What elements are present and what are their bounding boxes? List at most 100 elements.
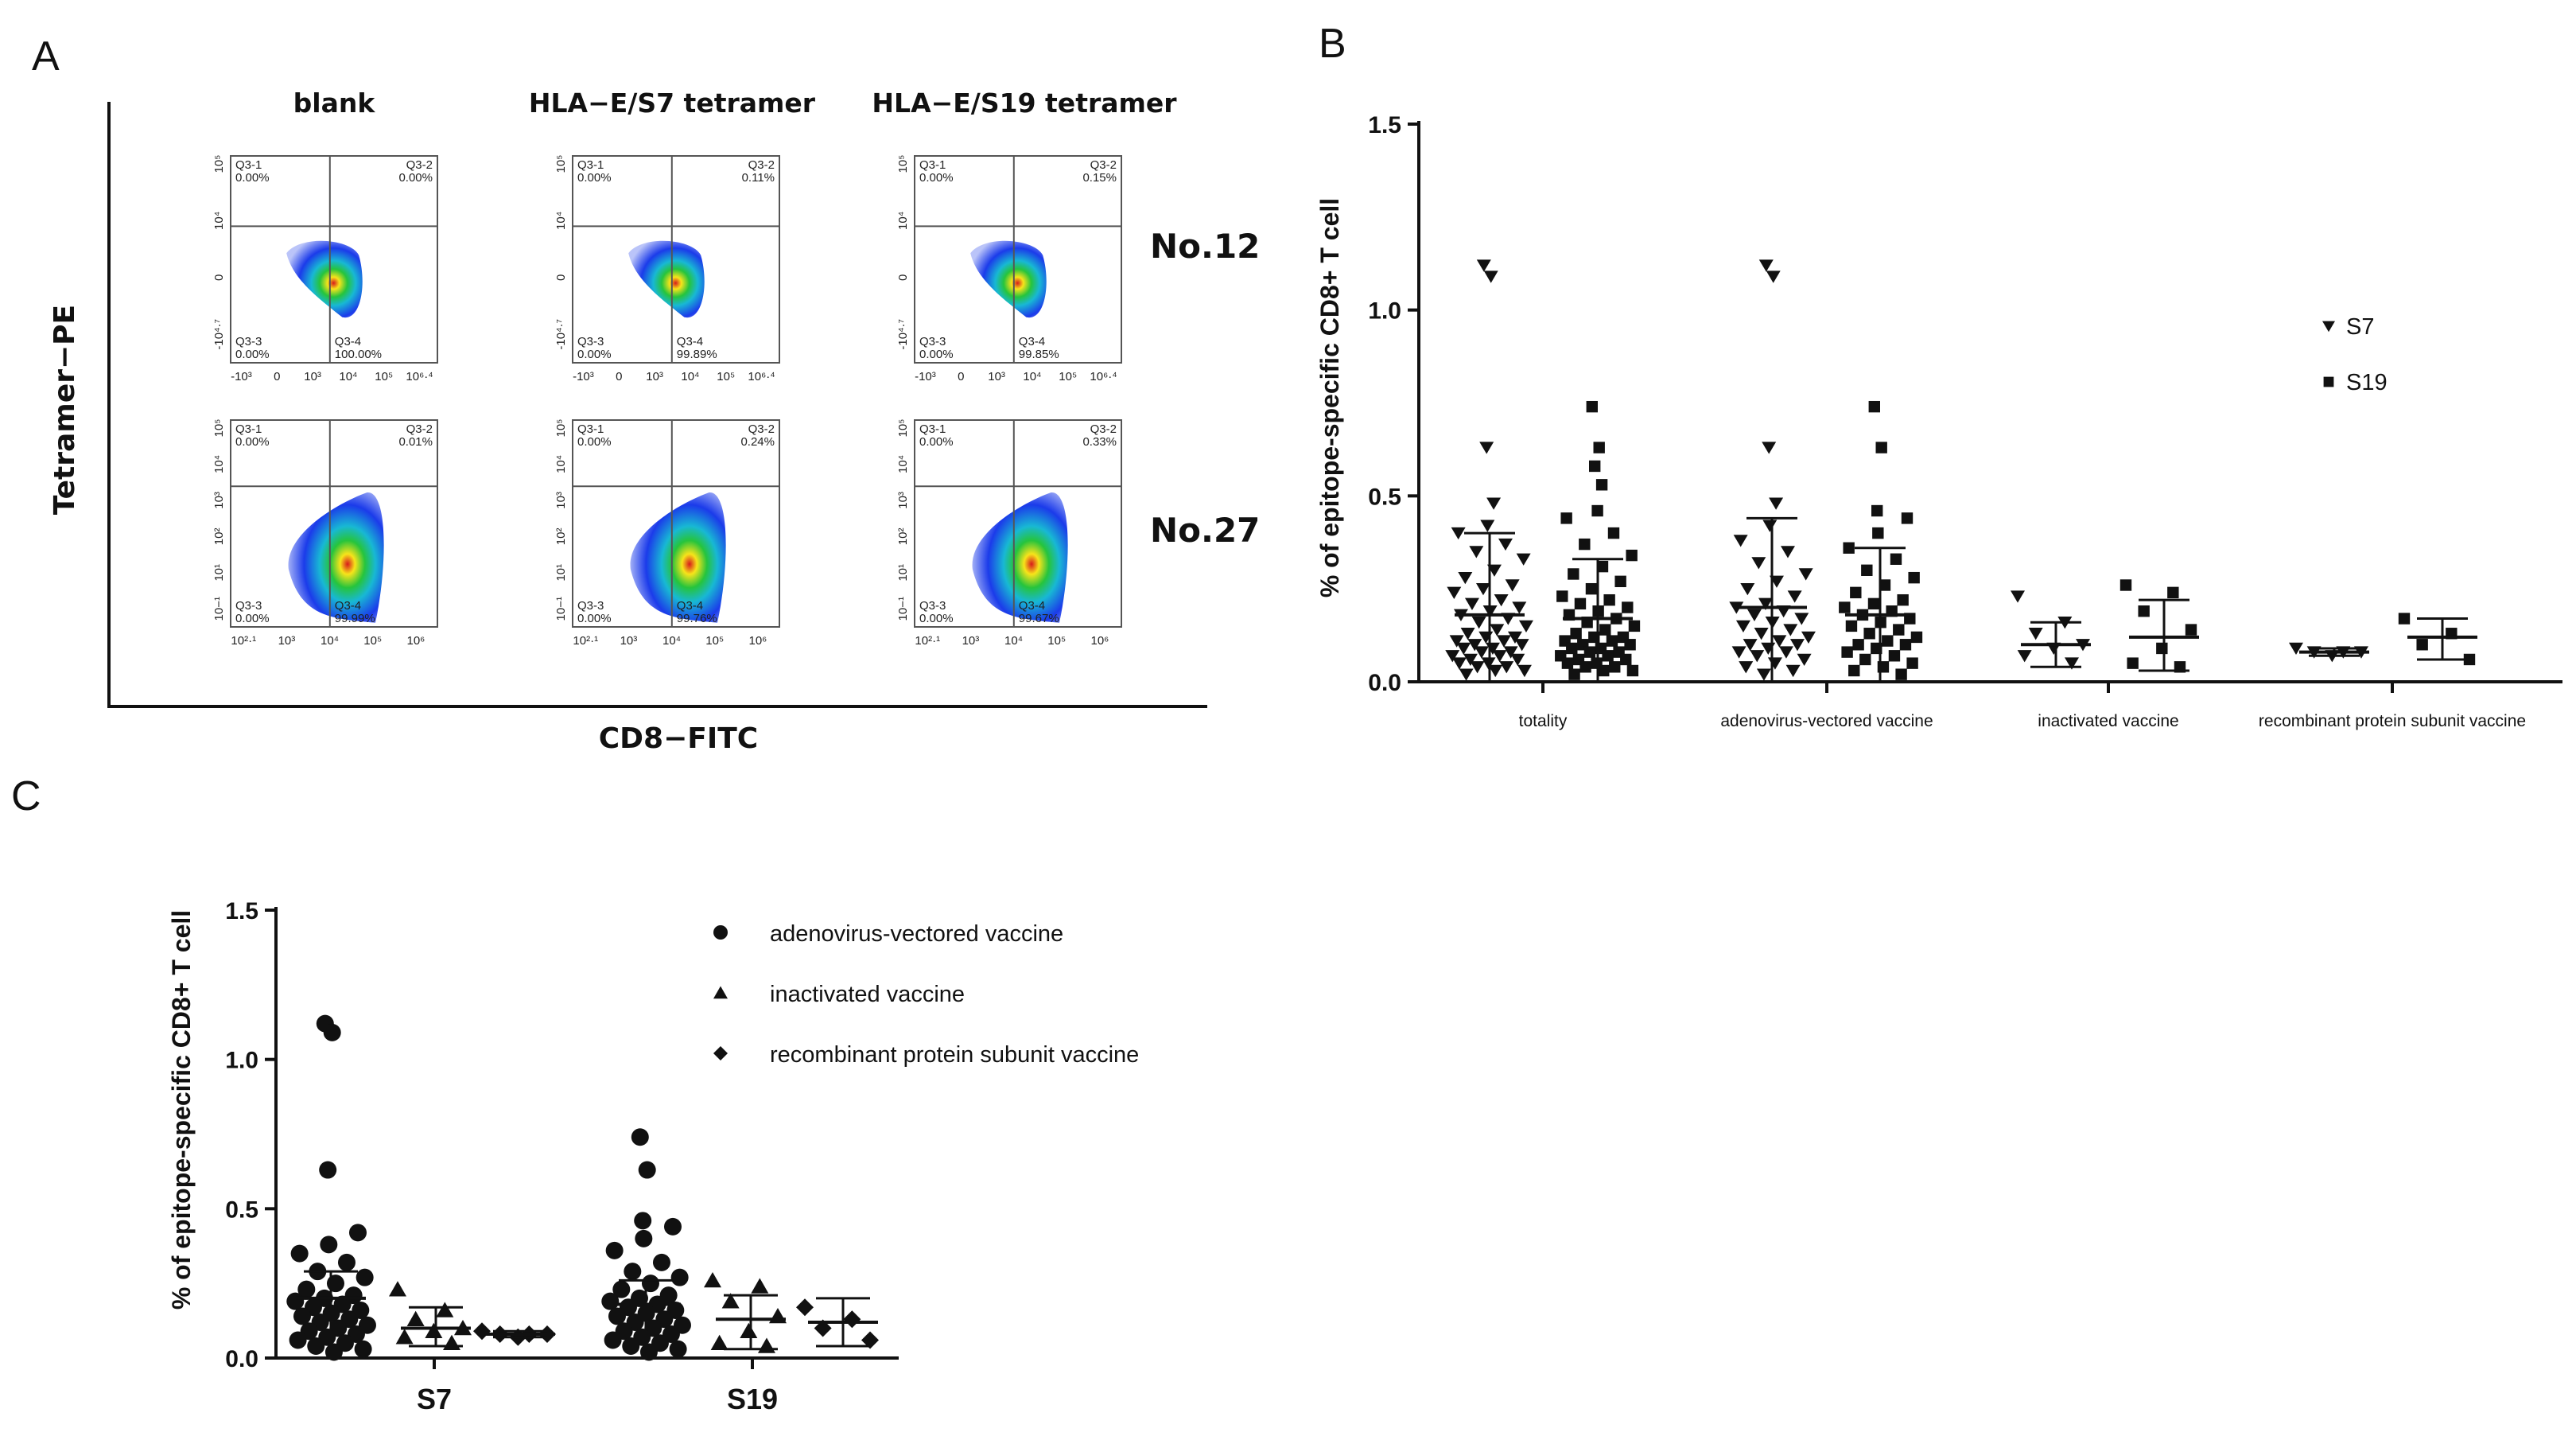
panel-b-legend: S7 S19	[2322, 314, 2388, 395]
data-point	[1514, 639, 1529, 652]
y-tick-label: 10⁵	[554, 155, 568, 173]
x-tick-label: 10⁵	[363, 634, 382, 648]
x-tick-label: 10⁴	[1004, 634, 1023, 648]
quadrant-value: 0.00%	[398, 171, 433, 185]
flow-cytometry-plots: Q3-10.00%Q3-20.00%Q3-30.00%Q3-4100.00%-1…	[212, 155, 1122, 648]
data-point	[425, 1322, 443, 1339]
data-point	[473, 1322, 491, 1341]
y-tick-label: -10⁴·⁷	[554, 319, 568, 350]
quadrant-name: Q3-4	[677, 335, 703, 348]
flow-plot-r1-c1: Q3-10.00%Q3-20.00%Q3-30.00%Q3-4100.00%-1…	[212, 155, 438, 383]
data-point	[326, 1274, 344, 1293]
data-point	[1483, 270, 1498, 283]
data-point	[436, 1302, 454, 1317]
data-point	[1746, 609, 1762, 621]
data-point	[2064, 657, 2079, 670]
col-header-s7: HLA−E/S7 tetramer	[529, 88, 816, 119]
data-point	[1556, 590, 1568, 602]
data-point	[2185, 624, 2197, 636]
y-tick-label: 10²	[212, 528, 226, 546]
data-point	[1579, 538, 1591, 551]
quadrant-name: Q3-4	[335, 599, 361, 613]
y-tick-label: 10⁴	[896, 455, 910, 473]
quadrant-value: 0.00%	[919, 612, 954, 625]
quadrant-value: 0.00%	[919, 435, 954, 449]
category-label: S7	[417, 1383, 452, 1415]
data-point	[1492, 650, 1507, 663]
density-blob	[972, 492, 1068, 623]
data-point	[1735, 620, 1750, 632]
x-tick-label: 10⁵	[1059, 370, 1077, 383]
data-point	[1585, 582, 1598, 595]
quadrant-name: Q3-2	[1090, 158, 1117, 172]
data-point	[1787, 590, 1802, 603]
flow-plot-r2-c3: Q3-10.00%Q3-20.33%Q3-30.00%Q3-499.67%10²…	[896, 419, 1122, 648]
data-point	[1852, 639, 1864, 651]
x-tick-label: 10⁴	[1023, 370, 1041, 383]
y-tick-label: 0.5	[1368, 484, 1401, 510]
quadrant-name: Q3-1	[235, 422, 262, 436]
data-point	[1449, 635, 1464, 648]
quadrant-name: Q3-4	[1019, 335, 1045, 348]
legend-marker	[713, 986, 728, 999]
quadrant-value: 0.00%	[235, 348, 270, 361]
data-point	[1490, 624, 1505, 636]
y-tick-label: 10⁴	[212, 212, 226, 230]
category-label: S19	[727, 1383, 778, 1415]
plot-frame	[230, 419, 438, 628]
x-tick-label: 10⁴	[339, 370, 357, 383]
x-tick-label: 0	[958, 370, 964, 383]
data-point	[1624, 639, 1636, 651]
y-tick-label: 10⁵	[212, 419, 226, 438]
plot-frame	[230, 155, 438, 364]
data-point	[290, 1244, 309, 1263]
data-point	[1475, 582, 1490, 596]
legend-marker	[713, 925, 728, 940]
data-point	[1467, 639, 1482, 652]
plot-frame	[572, 419, 780, 628]
panel-b-chart: 0.0 0.5 1.0 1.5 totality adenovirus-vectored …	[1368, 112, 2562, 730]
panel-label-a: A	[32, 33, 60, 80]
data-point	[639, 1343, 658, 1361]
data-point	[814, 1319, 832, 1337]
y-tick-label: 10²	[554, 528, 568, 546]
quadrant-name: Q3-1	[919, 422, 946, 436]
data-point	[1843, 542, 1855, 554]
quadrant-value: 99.89%	[677, 348, 717, 361]
data-point	[1476, 259, 1491, 272]
data-point	[297, 1280, 316, 1298]
data-point	[622, 1337, 640, 1355]
quadrant-value: 99.76%	[677, 612, 717, 625]
x-tick-label: 10²·¹	[573, 634, 598, 648]
data-point	[1893, 624, 1905, 636]
quadrant-value: 0.00%	[577, 171, 612, 185]
quadrant-value: 0.00%	[577, 435, 612, 449]
data-point	[1614, 575, 1626, 588]
data-point	[1794, 613, 1809, 625]
data-point	[638, 1161, 656, 1179]
data-point	[1906, 657, 1918, 669]
data-point	[320, 1236, 338, 1254]
data-point	[1769, 497, 1784, 510]
data-point	[1593, 442, 1605, 453]
quadrant-name: Q3-1	[577, 422, 604, 436]
data-point	[1474, 646, 1489, 659]
data-point	[1762, 442, 1777, 454]
quadrant-name: Q3-3	[919, 335, 946, 348]
data-point	[2398, 613, 2411, 625]
data-point	[1499, 661, 1514, 674]
data-point	[307, 1337, 325, 1355]
col-header-blank: blank	[293, 88, 376, 119]
quadrant-value: 0.15%	[1082, 171, 1117, 185]
data-point	[1459, 668, 1474, 681]
data-point	[2028, 628, 2043, 640]
x-tick-label: -10³	[915, 370, 936, 383]
data-point	[2156, 642, 2168, 655]
legend-label: adenovirus-vectored vaccine	[770, 921, 1063, 947]
data-point	[631, 1128, 649, 1146]
data-point	[1875, 442, 1887, 453]
density-blob	[630, 492, 726, 623]
data-point	[1778, 646, 1793, 659]
legend-label: recombinant protein subunit vaccine	[770, 1042, 1139, 1068]
quadrant-name: Q3-4	[335, 335, 361, 348]
